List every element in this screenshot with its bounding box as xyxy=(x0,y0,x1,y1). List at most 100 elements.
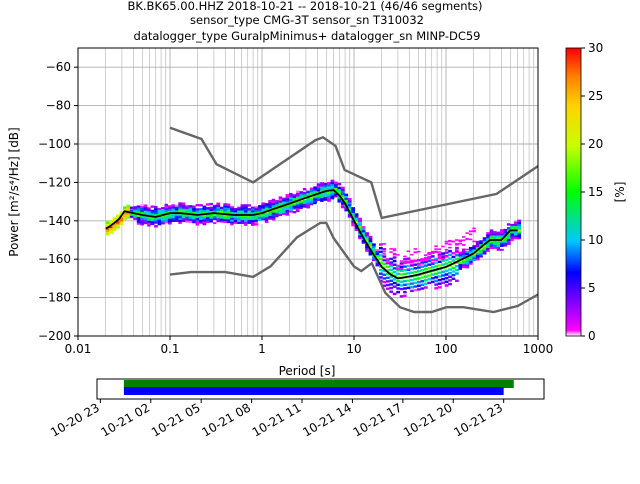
density-cell xyxy=(475,246,480,249)
density-cell xyxy=(382,250,386,253)
density-cell xyxy=(223,214,228,218)
density-cell xyxy=(365,234,369,237)
density-cell xyxy=(399,287,404,291)
density-cell xyxy=(320,187,324,191)
density-cell xyxy=(410,264,414,267)
density-cell xyxy=(188,216,193,220)
density-cell xyxy=(434,248,438,250)
density-cell xyxy=(437,248,442,251)
density-cell xyxy=(489,248,494,251)
density-cell xyxy=(375,250,380,253)
density-cell xyxy=(154,225,158,228)
density-cell xyxy=(468,256,473,259)
density-cell xyxy=(320,189,324,193)
y-tick-label: −160 xyxy=(38,252,71,266)
density-cell xyxy=(358,236,362,240)
density-cell xyxy=(257,218,262,221)
density-cell xyxy=(261,215,266,219)
density-cell xyxy=(434,265,439,268)
density-cell xyxy=(389,286,394,290)
density-cell xyxy=(237,217,241,221)
density-cell xyxy=(378,243,383,246)
density-cell xyxy=(441,274,445,277)
density-cell xyxy=(219,218,224,221)
density-cell xyxy=(161,204,165,208)
density-cell xyxy=(472,245,477,248)
density-cell xyxy=(164,215,169,218)
density-cell xyxy=(306,186,311,190)
density-cell xyxy=(154,217,158,220)
density-cell xyxy=(282,208,286,212)
density-cell xyxy=(486,241,490,245)
density-cell xyxy=(226,215,231,218)
density-cell xyxy=(216,215,221,219)
coverage-tick-label: 10-21 17 xyxy=(351,400,405,439)
density-cell xyxy=(302,191,307,195)
density-cell xyxy=(212,219,217,223)
density-cell xyxy=(157,207,162,210)
density-cell xyxy=(306,192,311,195)
main-axes: 0.01 0.1 1 10 100 1000 −60 −80 −100 −120 −140 −160 −… xyxy=(38,60,553,356)
density-cell xyxy=(292,193,297,197)
colorbar xyxy=(565,47,582,337)
density-cell xyxy=(479,251,484,254)
density-cell xyxy=(434,245,438,247)
density-cell xyxy=(396,268,400,271)
density-cell xyxy=(316,194,321,198)
density-cell xyxy=(458,257,463,261)
density-cell xyxy=(178,219,183,222)
density-cell xyxy=(302,188,307,191)
density-cell xyxy=(199,204,203,207)
density-cell xyxy=(461,239,466,242)
density-cell xyxy=(420,283,425,287)
density-cell xyxy=(250,206,255,209)
density-cell xyxy=(365,232,369,235)
density-cell xyxy=(271,202,276,205)
density-cell xyxy=(202,222,207,226)
density-cell xyxy=(230,223,234,226)
density-cell xyxy=(202,209,207,212)
density-cell xyxy=(167,220,172,223)
density-cell xyxy=(378,257,383,261)
density-cell xyxy=(382,255,387,258)
density-cell xyxy=(316,187,321,190)
density-cell xyxy=(479,249,484,252)
density-cell xyxy=(479,253,484,256)
density-cell xyxy=(216,208,221,211)
density-cell xyxy=(271,198,276,202)
density-cell xyxy=(358,223,362,226)
density-cell xyxy=(500,229,504,232)
density-cell xyxy=(475,250,480,253)
density-cell xyxy=(237,221,241,224)
density-cell xyxy=(157,222,162,226)
density-cell xyxy=(247,208,252,211)
density-cell xyxy=(330,193,335,196)
density-cell xyxy=(486,232,490,235)
density-cell xyxy=(140,211,145,214)
density-cell xyxy=(468,230,473,232)
density-cell xyxy=(354,217,359,220)
density-cell xyxy=(455,257,459,261)
density-cell xyxy=(309,189,314,192)
density-cell xyxy=(503,230,508,234)
density-cell xyxy=(382,280,387,284)
density-cell xyxy=(264,208,269,212)
density-cell xyxy=(444,251,449,254)
density-cell xyxy=(396,258,401,261)
density-cell xyxy=(282,206,286,210)
density-cell xyxy=(489,246,494,250)
colorbar-tick-label: 15 xyxy=(588,185,603,199)
density-cell xyxy=(206,209,210,212)
density-cell xyxy=(392,281,397,285)
density-cell xyxy=(437,253,442,256)
density-cell xyxy=(140,207,145,211)
density-cell xyxy=(250,221,255,224)
density-cell xyxy=(212,215,217,219)
density-cell xyxy=(351,204,356,208)
density-cell xyxy=(250,204,255,207)
density-cell xyxy=(413,285,418,288)
density-cell xyxy=(417,277,421,280)
density-cell xyxy=(278,204,283,207)
density-cell xyxy=(299,204,304,208)
density-cell xyxy=(468,250,473,254)
